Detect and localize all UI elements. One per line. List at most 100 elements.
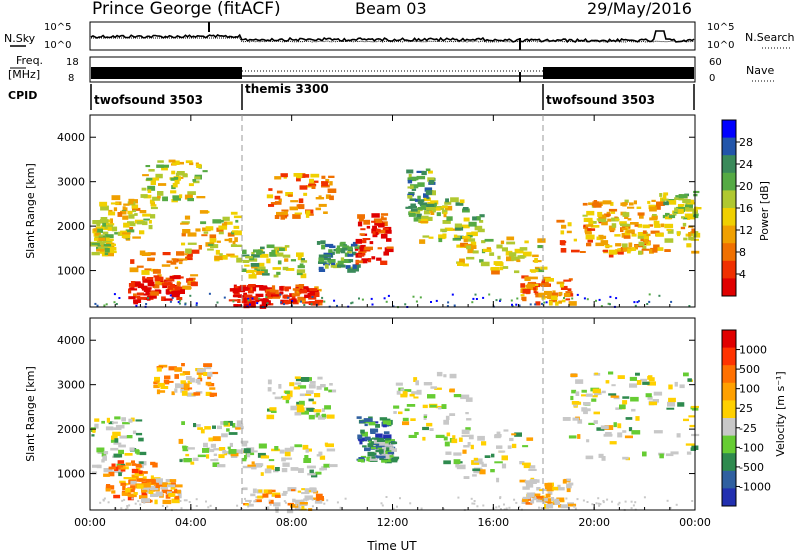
velocity-cell (189, 377, 195, 383)
power-cell (432, 208, 436, 213)
power-cell (501, 247, 508, 252)
velocity-cell (301, 488, 305, 491)
velocity-colorbar-swatch (722, 435, 736, 454)
power-cell (96, 228, 103, 233)
power-cell (405, 206, 413, 209)
power-cell (291, 299, 294, 302)
velocity-cell (481, 441, 487, 446)
power-cell (463, 217, 470, 222)
power-cell (110, 202, 120, 205)
power-cell (143, 218, 150, 221)
power-cell (681, 216, 685, 219)
power-cell (680, 226, 686, 230)
power-cell (329, 259, 333, 265)
power-cell (648, 300, 651, 303)
velocity-cell (162, 482, 169, 487)
power-cell (622, 247, 632, 252)
velocity-ytick-label: 3000 (57, 379, 85, 392)
power-cell (563, 297, 565, 299)
velocity-cell (391, 441, 398, 445)
velocity-cell (306, 465, 316, 469)
power-cell (181, 242, 186, 246)
power-cell (363, 219, 371, 225)
power-cell (634, 223, 639, 227)
power-cell (178, 302, 181, 305)
velocity-cell (308, 414, 315, 420)
power-cell (590, 225, 600, 228)
power-cell (265, 296, 268, 298)
power-cell (582, 202, 588, 206)
velocity-cell (223, 451, 233, 454)
power-cell (101, 218, 107, 221)
power-cell (217, 220, 224, 223)
power-cell (167, 279, 175, 282)
velocity-cell (519, 461, 525, 465)
power-cell (506, 236, 515, 241)
velocity-cell (241, 442, 248, 447)
power-cell (301, 258, 305, 262)
velocity-cell (570, 395, 574, 401)
power-cell (297, 296, 306, 302)
power-cell (499, 266, 504, 271)
velocity-cell (566, 483, 572, 489)
velocity-cell (583, 409, 588, 415)
power-cell (107, 246, 117, 251)
velocity-cell (526, 437, 534, 441)
power-cell (452, 237, 461, 241)
power-cell (296, 175, 302, 179)
power-cell (228, 299, 237, 302)
power-cell (177, 289, 185, 294)
velocity-cell (388, 439, 395, 443)
velocity-cell (456, 464, 466, 470)
velocity-cell (463, 445, 470, 448)
power-cell (419, 296, 422, 299)
power-cell (105, 303, 108, 306)
velocity-cell (311, 505, 314, 508)
power-cell (215, 249, 220, 255)
power-cell (663, 194, 667, 200)
velocity-cell (290, 504, 299, 508)
velocity-cell (111, 470, 120, 473)
velocity-cell (125, 488, 133, 493)
velocity-cell (598, 453, 604, 458)
power-cell (256, 271, 265, 275)
velocity-cell (532, 493, 541, 497)
power-cell (266, 258, 271, 264)
velocity-cell (479, 469, 486, 475)
date-label: 29/May/2016 (587, 0, 692, 18)
velocity-cell (167, 484, 176, 488)
velocity-cell (117, 460, 125, 464)
power-cell (634, 304, 637, 307)
velocity-cell (119, 480, 126, 484)
power-cell (249, 300, 256, 305)
power-cell (367, 258, 372, 263)
velocity-cell (103, 468, 113, 473)
power-cell (131, 204, 139, 209)
power-cell (380, 260, 388, 265)
power-cell (344, 252, 349, 257)
power-cell (101, 246, 108, 251)
power-cell (189, 294, 192, 297)
velocity-cell (163, 379, 170, 385)
velocity-cell (291, 489, 296, 492)
velocity-cell (528, 468, 537, 471)
velocity-cell (367, 451, 375, 457)
velocity-cell (127, 495, 134, 501)
power-cell (421, 215, 429, 220)
velocity-cell (632, 504, 635, 507)
power-cell (335, 249, 340, 254)
power-cell (357, 214, 365, 219)
velocity-cell (179, 459, 183, 463)
power-cell (354, 264, 361, 268)
power-cell (325, 178, 330, 184)
power-cell (467, 235, 473, 238)
velocity-cell (286, 392, 293, 398)
power-cell (129, 223, 136, 227)
power-cell (688, 236, 694, 241)
velocity-cell (180, 388, 184, 393)
velocity-cell (529, 479, 537, 484)
velocity-cell (645, 393, 652, 398)
velocity-cell (408, 434, 417, 438)
power-cell (150, 206, 158, 210)
power-cell (154, 276, 164, 282)
